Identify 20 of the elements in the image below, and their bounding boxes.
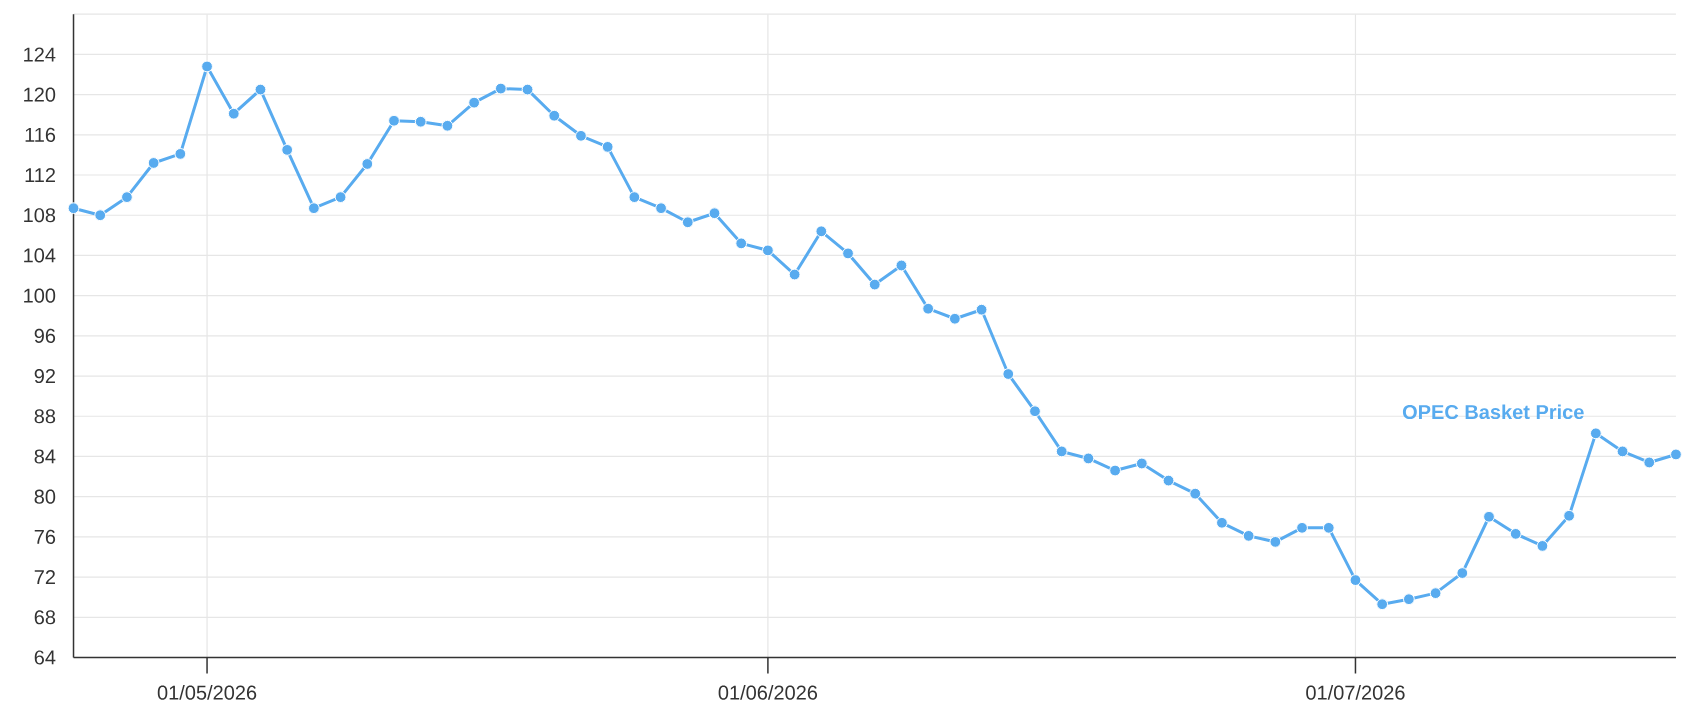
- x-tick-label: 01/05/2026: [157, 685, 257, 700]
- y-tick-label: 84: [34, 449, 56, 464]
- y-tick-label: 124: [24, 47, 56, 62]
- y-tick-label: 88: [34, 409, 56, 424]
- y-tick-label: 68: [34, 610, 56, 625]
- y-tick-label: 72: [34, 570, 55, 585]
- y-tick-label: 92: [34, 368, 55, 384]
- series-label: OPEC Basket Price: [1402, 404, 1584, 420]
- x-tick-label: 01/07/2026: [1306, 685, 1405, 700]
- y-tick-label: 100: [24, 288, 56, 303]
- y-tick-label: 64: [34, 650, 56, 665]
- x-tick-label: 01/06/2026: [718, 685, 818, 700]
- y-tick-label: 120: [24, 87, 56, 102]
- y-tick-label: 96: [34, 328, 56, 343]
- y-tick-label: 104: [24, 248, 56, 263]
- y-tick-label: 112: [25, 168, 55, 182]
- y-tick-label: 80: [34, 489, 56, 504]
- y-tick-label: 108: [24, 208, 56, 223]
- y-tick-label: 116: [25, 127, 56, 142]
- y-tick-label: 76: [34, 529, 56, 544]
